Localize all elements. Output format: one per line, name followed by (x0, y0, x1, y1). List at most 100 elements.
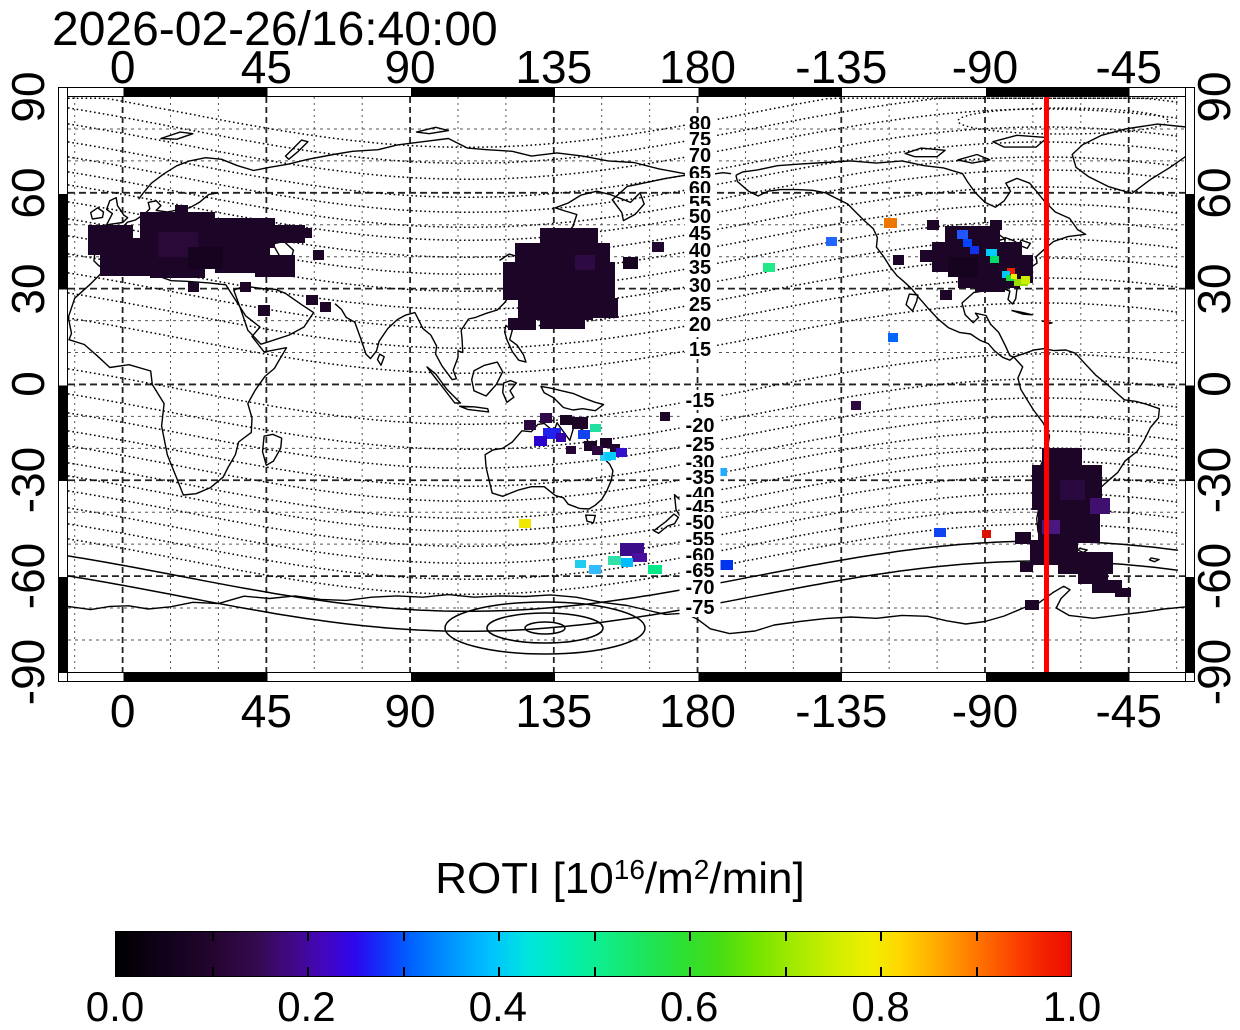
lon-tick-label-bottom: 135 (515, 685, 593, 737)
contour-label: -25 (686, 434, 715, 456)
geomagnetic-contour-oval (957, 107, 1169, 135)
lat-tick-label-right: 90 (1188, 71, 1240, 123)
coastline (261, 433, 283, 466)
contour-label: -65 (686, 560, 715, 582)
map-border-top (58, 87, 1195, 97)
colorbar-tick-label: 0.6 (659, 983, 719, 1030)
colorbar-minor-tick (593, 932, 596, 941)
roti-data-cell (826, 237, 837, 246)
geomagnetic-contour (68, 97, 1178, 149)
roti-data-cell (543, 428, 561, 439)
contour-label-backing (679, 529, 721, 549)
contour-label-backing (685, 145, 715, 165)
roti-data-cell (719, 560, 733, 570)
geomagnetic-contour (67, 186, 1178, 259)
geomagnetic-contour (67, 238, 1178, 311)
contour-label-backing (685, 129, 715, 149)
coastline (992, 134, 1048, 148)
roti-data-cell (957, 230, 968, 239)
contour-label: 15 (689, 339, 711, 361)
roti-data-cell (255, 255, 295, 277)
geomagnetic-contour (67, 169, 1178, 242)
geomagnetic-contour-oval (486, 612, 604, 644)
colorbar-tick-label: 0.0 (85, 983, 145, 1030)
roti-data-cell (610, 444, 620, 452)
roti-data-cell (575, 255, 595, 270)
lon-tick-label-top: 135 (515, 41, 593, 93)
coastline (376, 353, 385, 366)
roti-data-cell (893, 255, 904, 265)
roti-data-cell (540, 413, 552, 423)
geomagnetic-contour (67, 560, 1178, 633)
lon-tick-label-top: -90 (951, 41, 1019, 93)
colorbar-minor-tick (498, 932, 500, 941)
contour-label: 50 (689, 206, 711, 228)
roti-data-cell (648, 565, 662, 574)
coastline (115, 192, 219, 232)
coastline (160, 131, 194, 140)
contour-label: 20 (689, 314, 711, 336)
lat-tick-label-right: 30 (1188, 263, 1240, 315)
colorbar-minor-tick (689, 967, 691, 976)
contour-label: 25 (689, 294, 711, 316)
lon-tick-label-top: -45 (1095, 41, 1162, 93)
contour-label: -15 (686, 390, 715, 412)
roti-data-cell (524, 420, 536, 430)
roti-data-cell (592, 446, 603, 455)
lat-tick-label-right: -30 (1188, 447, 1240, 514)
geomagnetic-contour (67, 277, 1178, 350)
lon-tick-label-bottom: 180 (659, 685, 736, 737)
contour-label-backing (685, 257, 715, 277)
roti-data-cell (188, 282, 199, 292)
lon-tick-label-bottom: 45 (240, 685, 292, 737)
coastline (415, 126, 450, 135)
roti-data-cell (851, 401, 861, 410)
contour-label: 45 (689, 223, 711, 245)
colorbar-tick-label: 1.0 (1042, 983, 1102, 1030)
contour-label-backing (685, 314, 715, 334)
roti-data-cell (990, 256, 999, 263)
contour-label: 70 (689, 145, 711, 167)
contour-label: -75 (686, 597, 715, 619)
roti-data-cell (884, 218, 897, 228)
roti-data-cell (572, 417, 588, 429)
lat-tick-label-right: 0 (1188, 371, 1240, 398)
roti-data-cell (556, 433, 566, 442)
geomagnetic-contour (67, 540, 1178, 613)
lon-tick-label-bottom: -135 (795, 685, 888, 737)
geomagnetic-contour (67, 378, 1178, 451)
coastline (458, 405, 490, 413)
roti-data-cell (608, 556, 621, 565)
coastline (284, 139, 309, 160)
colorbar-minor-tick (975, 932, 978, 941)
coastline (90, 207, 105, 220)
contour-label: -35 (686, 467, 715, 489)
lon-tick-label-bottom: 90 (384, 685, 436, 737)
roti-data-cell (508, 318, 536, 330)
roti-data-cell (306, 295, 318, 305)
geomagnetic-contour (67, 257, 1178, 330)
world-map: 80 75 70 65 60 55 50 45 40 35 30 25 20 15 -15 -20 -25 -30… (67, 97, 1187, 672)
roti-data-cell (1006, 275, 1015, 281)
roti-data-cell (1020, 562, 1033, 572)
lon-tick-label-top: 45 (240, 41, 292, 93)
roti-data-cell (652, 242, 664, 252)
geomagnetic-contour (67, 302, 1178, 375)
coastline (585, 514, 596, 524)
roti-data-cell (620, 543, 644, 556)
roti-data-cell (560, 415, 572, 425)
lat-tick-label-right: 60 (1188, 167, 1240, 219)
coastline (334, 303, 432, 360)
roti-data-cell (589, 565, 601, 574)
geomagnetic-contour-oval (444, 601, 646, 655)
contour-label-backing (679, 467, 721, 487)
coastline (957, 153, 991, 164)
colorbar-minor-tick (880, 967, 882, 976)
roti-data-cell (970, 246, 979, 254)
coastline (905, 293, 919, 312)
coastline (653, 513, 680, 534)
lon-tick-label-bottom: -90 (951, 685, 1019, 737)
roti-data-cell (1002, 271, 1010, 278)
roti-data-cell (258, 305, 270, 316)
geomagnetic-contour (67, 220, 1178, 293)
